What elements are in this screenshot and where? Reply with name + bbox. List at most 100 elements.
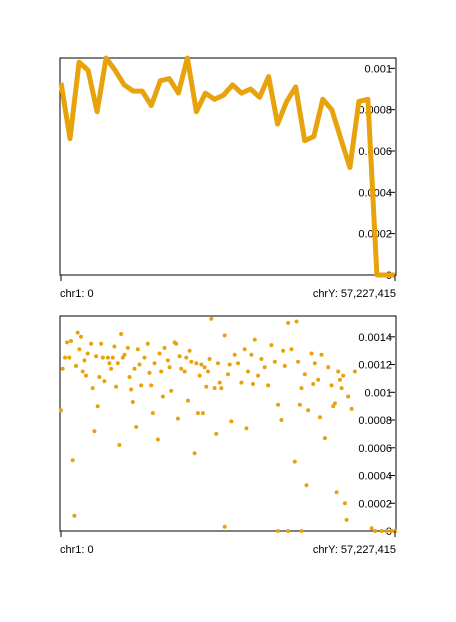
scatter-chart-series <box>59 316 397 533</box>
scatter-point <box>252 337 257 342</box>
scatter-point <box>119 332 124 336</box>
scatter-point <box>130 400 135 404</box>
scatter-point <box>259 357 264 361</box>
scatter-point <box>102 379 107 384</box>
scatter-point <box>69 339 73 343</box>
scatter-point <box>139 383 144 388</box>
scatter-point <box>127 375 132 379</box>
scatter-point <box>256 373 261 378</box>
scatter-point <box>189 359 194 364</box>
scatter-point <box>279 418 284 422</box>
scatter-chart-x-end-label: chrY: 57,227,415 <box>313 544 396 556</box>
scatter-point <box>155 437 160 442</box>
scatter-point <box>200 411 205 416</box>
scatter-point <box>389 529 394 533</box>
scatter-point <box>269 343 274 348</box>
scatter-chart-y-tick-label: 0.0014 <box>358 332 392 344</box>
scatter-point <box>304 483 309 488</box>
scatter-point <box>182 369 187 374</box>
scatter-point <box>282 363 287 368</box>
scatter-point <box>94 354 99 359</box>
scatter-point <box>329 383 334 388</box>
scatter-point <box>222 524 227 529</box>
scatter-point <box>312 361 317 366</box>
scatter-point <box>292 459 297 464</box>
scatter-point <box>169 388 174 393</box>
scatter-point <box>147 370 152 375</box>
scatter-point <box>75 330 80 335</box>
scatter-point <box>79 334 83 339</box>
scatter-chart-x-start-label: chr1: 0 <box>60 544 94 556</box>
scatter-point <box>226 372 230 377</box>
line-chart-y-tick-label: 0.001 <box>364 63 392 75</box>
scatter-point <box>115 361 120 366</box>
scatter-point <box>336 369 341 374</box>
scatter-point <box>185 398 190 403</box>
scatter-point <box>194 361 199 366</box>
scatter-point <box>167 365 172 370</box>
scatter-point <box>179 366 184 371</box>
scatter-point <box>105 355 110 360</box>
scatter-point <box>341 373 346 378</box>
scatter-point <box>82 358 87 363</box>
scatter-point <box>214 431 219 436</box>
scatter-point <box>373 529 377 533</box>
scatter-point <box>177 354 182 359</box>
scatter-point <box>165 358 170 363</box>
scatter-point <box>272 359 277 364</box>
scatter-point <box>281 348 286 353</box>
scatter-point <box>184 355 189 360</box>
scatter-point <box>109 366 114 371</box>
scatter-point <box>132 366 137 371</box>
scatter-point <box>369 526 374 531</box>
scatter-point <box>74 363 78 368</box>
scatter-point <box>122 352 127 357</box>
scatter-point <box>319 352 324 357</box>
scatter-point <box>251 382 255 386</box>
scatter-point <box>206 369 210 374</box>
scatter-point <box>216 361 220 366</box>
scatter-point <box>195 411 200 416</box>
line-series-path <box>58 55 395 278</box>
scatter-chart-panel: 0 0.0002 0.0004 0.0006 0.0008 0.001 0.0012 0.00… <box>59 315 397 556</box>
scatter-point <box>90 386 95 391</box>
scatter-point <box>134 425 139 429</box>
scatter-point <box>289 347 294 352</box>
scatter-point <box>142 355 147 360</box>
scatter-point <box>346 394 351 399</box>
scatter-point <box>67 355 72 360</box>
scatter-point <box>352 369 357 374</box>
scatter-point <box>249 352 254 357</box>
scatter-point <box>339 386 344 391</box>
scatter-point <box>384 529 389 533</box>
line-chart-x-end-label: chrY: 57,227,415 <box>313 288 396 300</box>
scatter-chart-y-tick-label: 0.0006 <box>358 443 392 455</box>
scatter-point <box>296 359 301 364</box>
line-chart-series <box>58 55 396 278</box>
scatter-chart-y-tick-label: 0.0012 <box>358 360 392 372</box>
scatter-point <box>379 529 384 533</box>
scatter-chart-y-tick-label: 0 <box>386 526 392 538</box>
scatter-chart-y-tick-label: 0.0008 <box>358 415 392 427</box>
scatter-chart-y-axis: 0 0.0002 0.0004 0.0006 0.0008 0.001 0.0012 0.00… <box>358 332 395 538</box>
scatter-point <box>242 347 247 352</box>
scatter-chart-frame <box>59 315 397 532</box>
scatter-point <box>239 380 244 385</box>
scatter-point <box>174 341 179 346</box>
scatter-point <box>306 408 311 413</box>
scatter-point <box>332 401 337 406</box>
scatter-point <box>276 529 281 533</box>
scatter-point <box>117 443 122 447</box>
scatter-point <box>125 345 130 350</box>
line-chart-y-tick-label: 0.0008 <box>358 105 392 117</box>
scatter-point <box>197 373 202 378</box>
scatter-point <box>89 341 94 346</box>
scatter-point <box>112 344 117 349</box>
scatter-point <box>65 340 69 345</box>
scatter-point <box>212 386 217 391</box>
scatter-point <box>175 416 180 421</box>
scatter-point <box>137 362 142 367</box>
scatter-point <box>344 517 349 522</box>
